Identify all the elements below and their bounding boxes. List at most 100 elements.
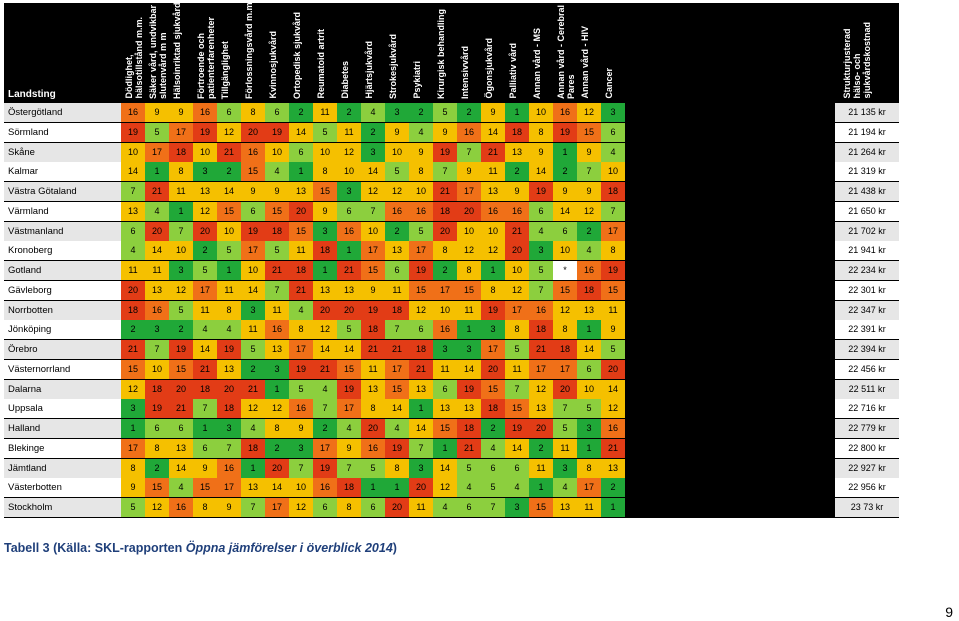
region-name: Jönköping	[4, 320, 121, 340]
table-caption: Tabell 3 (Källa: SKL-rapporten Öppna jäm…	[4, 541, 397, 555]
caption-suffix: )	[392, 541, 397, 555]
rank-cell: 11	[289, 241, 313, 261]
rank-cell: 12	[121, 379, 145, 399]
table-row: Västernorrland 15 10 15 21 13 2 3 19 21 15 11 17 21 11…	[4, 359, 899, 379]
rank-cell: 21	[433, 182, 457, 201]
rank-cell: 19	[481, 300, 505, 320]
rank-cell: 12	[553, 300, 577, 320]
rank-cell: 16	[577, 261, 601, 280]
rank-cell: 6	[313, 498, 337, 517]
rank-cell: 4	[505, 478, 529, 498]
rank-cell: 8	[505, 320, 529, 340]
rank-cell: 14	[265, 478, 289, 498]
rank-cell: 12	[169, 280, 193, 300]
region-name: Dalarna	[4, 379, 121, 399]
table-row: Stockholm 5 12 16 8 9 7 17 12 6 8 6 20 11 4 6 7 3 15 13 11 1 2…	[4, 498, 899, 517]
rank-cell: 2	[457, 103, 481, 122]
rank-cell: 3	[313, 221, 337, 241]
rank-cell: 11	[481, 162, 505, 182]
rank-cell: 1	[169, 201, 193, 221]
comparison-table: Landsting Dödlighet, hälsotillstånd m.m.…	[4, 3, 899, 518]
rank-cell: 7	[529, 280, 553, 300]
column-header: Diabetes	[340, 61, 350, 99]
table-row: Jönköping 2 3 2 4 4 11 16 8 12 5 18 7 6 16 1 3 8 18 8 1 9 22 3…	[4, 320, 899, 340]
rank-cell: 19	[241, 221, 265, 241]
rank-cell: 19	[385, 438, 409, 458]
rank-cell: 6	[433, 379, 457, 399]
region-name: Östergötland	[4, 103, 121, 122]
rank-cell: 17	[169, 122, 193, 142]
rank-cell: 8	[577, 458, 601, 478]
cost-cell: 22 511 kr	[835, 379, 899, 399]
rank-cell: 10	[505, 261, 529, 280]
rank-cell: 4	[193, 320, 217, 340]
rank-cell: 10	[145, 359, 169, 379]
rank-cell: 11	[529, 458, 553, 478]
rank-cell: 5	[265, 241, 289, 261]
rank-cell: 17	[313, 438, 337, 458]
column-header: Annan vård - MS	[532, 27, 542, 99]
cost-cell: 22 800 kr	[835, 438, 899, 458]
rank-cell: 13	[121, 201, 145, 221]
rank-cell: 21	[145, 182, 169, 201]
rank-cell: 5	[145, 122, 169, 142]
column-header: Hjärtsjukvård	[364, 41, 374, 99]
rank-cell: 7	[577, 162, 601, 182]
rank-cell: 19	[169, 340, 193, 359]
rank-cell: *	[553, 261, 577, 280]
rank-cell: 1	[313, 261, 337, 280]
column-header: Dödlighet, hälsotillstånd m.m.	[124, 17, 144, 99]
rank-cell: 7	[457, 142, 481, 162]
rank-cell: 1	[481, 261, 505, 280]
rank-cell: 16	[529, 300, 553, 320]
rank-cell: 3	[457, 340, 481, 359]
rank-cell: 1	[529, 478, 553, 498]
rank-cell: 6	[577, 359, 601, 379]
rank-cell: 16	[337, 221, 361, 241]
rank-cell: 2	[193, 241, 217, 261]
rank-cell: 20	[529, 419, 553, 438]
rank-cell: 21	[217, 142, 241, 162]
rank-cell: 14	[601, 379, 625, 399]
table-row: Östergötland 16 9 9 16 6 8 6 2 11 2 4 3 2 5 2 9 1 10 16 12 3 2…	[4, 103, 899, 122]
rank-cell: 11	[577, 498, 601, 517]
rank-cell: 21	[121, 340, 145, 359]
rank-cell: 2	[385, 221, 409, 241]
rank-cell: 2	[553, 162, 577, 182]
rank-cell: 13	[505, 142, 529, 162]
cost-cell: 22 716 kr	[835, 399, 899, 419]
rank-cell: 20	[553, 379, 577, 399]
rank-cell: 1	[289, 162, 313, 182]
rank-cell: 11	[313, 103, 337, 122]
rank-cell: 10	[361, 221, 385, 241]
rank-cell: 18	[601, 182, 625, 201]
rank-cell: 21	[505, 221, 529, 241]
rank-cell: 3	[337, 182, 361, 201]
rank-cell: 4	[241, 419, 265, 438]
rank-cell: 21	[241, 379, 265, 399]
rank-cell: 16	[505, 201, 529, 221]
rank-cell: 9	[313, 201, 337, 221]
rank-cell: 6	[169, 419, 193, 438]
rank-cell: 4	[601, 142, 625, 162]
rank-cell: 11	[361, 359, 385, 379]
cost-cell: 22 927 kr	[835, 458, 899, 478]
rank-cell: 8	[121, 458, 145, 478]
rank-cell: 16	[241, 142, 265, 162]
rank-cell: 14	[241, 280, 265, 300]
cost-cell: 21 135 kr	[835, 103, 899, 122]
region-name: Kronoberg	[4, 241, 121, 261]
rank-cell: 11	[385, 280, 409, 300]
rank-cell: 16	[457, 122, 481, 142]
rank-cell: 14	[433, 458, 457, 478]
rank-cell: 5	[409, 221, 433, 241]
rank-cell: 12	[337, 142, 361, 162]
rank-cell: 1	[553, 142, 577, 162]
rank-cell: 6	[409, 320, 433, 340]
rank-cell: 8	[217, 300, 241, 320]
rank-cell: 6	[553, 221, 577, 241]
rank-cell: 10	[457, 221, 481, 241]
column-header: Strokesjukvård	[388, 33, 398, 99]
rank-cell: 18	[217, 399, 241, 419]
rank-cell: 4	[529, 221, 553, 241]
